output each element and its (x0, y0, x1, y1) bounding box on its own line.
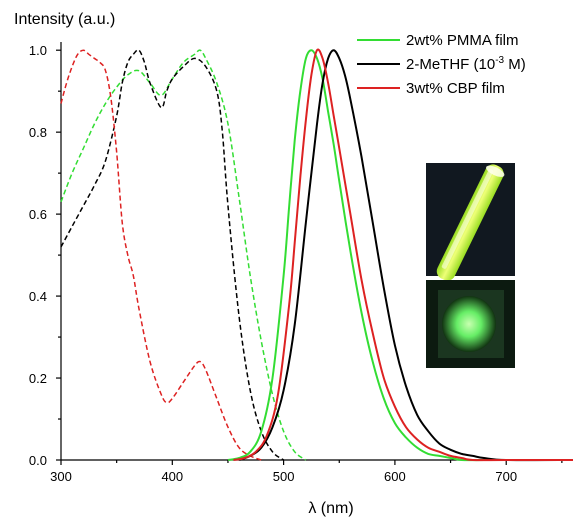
series-line-emission-5 (233, 48, 573, 462)
legend-label-methf-main: 2-MeTHF (10 (406, 56, 495, 73)
y-tick-label: 0.6 (29, 207, 47, 222)
legend-label-methf-sup: -3 (495, 55, 504, 66)
series-line-emission-3 (227, 49, 573, 462)
legend-label-methf-tail: M) (504, 56, 526, 73)
x-axis-title: λ (nm) (308, 500, 353, 517)
y-tick-label: 0.2 (29, 371, 47, 386)
inset-photo-tube (426, 163, 515, 281)
film-glow-icon (442, 296, 496, 352)
inset-photo-film (426, 280, 515, 368)
x-tick-label: 500 (273, 469, 295, 484)
series-layer (60, 48, 573, 462)
y-tick-label: 0.4 (29, 289, 47, 304)
y-tick-label: 0.8 (29, 125, 47, 140)
legend-label-cbp: 3wt% CBP film (406, 80, 505, 97)
y-tick-label: 1.0 (29, 43, 47, 58)
series-line-absorption-0 (60, 49, 307, 461)
x-ticks: 300 400 500 600 700 (50, 460, 563, 484)
tube-icon (436, 164, 505, 281)
y-axis-title: Intensity (a.u.) (14, 11, 115, 28)
y-ticks: 0.0 0.2 0.4 0.6 0.8 1.0 (29, 43, 61, 468)
x-tick-label: 600 (384, 469, 406, 484)
x-tick-label: 300 (50, 469, 72, 484)
x-tick-label: 700 (495, 469, 517, 484)
legend-label-pmma: 2wt% PMMA film (406, 32, 519, 49)
series-line-absorption-1 (60, 49, 285, 461)
series-line-emission-4 (238, 49, 573, 462)
x-tick-label: 400 (161, 469, 183, 484)
legend: 2wt% PMMA film 2-MeTHF (10-3 M) 3wt% CBP… (357, 32, 526, 97)
legend-label-methf: 2-MeTHF (10-3 M) (406, 55, 526, 73)
y-tick-label: 0.0 (29, 453, 47, 468)
series-line-absorption-2 (60, 49, 262, 461)
